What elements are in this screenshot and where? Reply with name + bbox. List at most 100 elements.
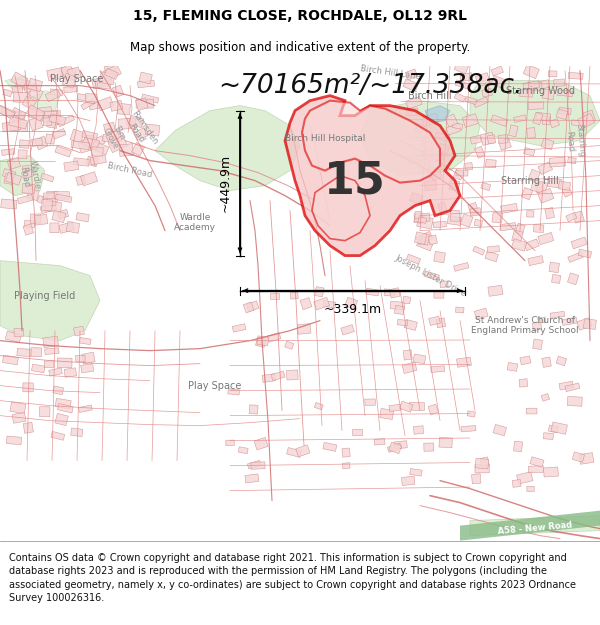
- Bar: [374, 439, 385, 445]
- Bar: [415, 212, 422, 219]
- Bar: [410, 469, 422, 476]
- Bar: [58, 209, 68, 219]
- Bar: [23, 422, 34, 433]
- Bar: [578, 113, 595, 129]
- Bar: [424, 181, 437, 191]
- Bar: [424, 443, 434, 451]
- Bar: [551, 422, 568, 434]
- Bar: [245, 474, 259, 483]
- Bar: [66, 221, 80, 233]
- Bar: [452, 122, 463, 129]
- Bar: [528, 256, 544, 266]
- Bar: [108, 136, 128, 152]
- Bar: [127, 118, 136, 126]
- Bar: [40, 407, 50, 417]
- Bar: [415, 232, 427, 244]
- Bar: [76, 213, 89, 222]
- Bar: [12, 412, 26, 423]
- Bar: [416, 239, 433, 251]
- Bar: [2, 121, 21, 132]
- Bar: [73, 158, 89, 166]
- Bar: [410, 192, 423, 204]
- Bar: [475, 72, 490, 87]
- Bar: [4, 174, 14, 184]
- Polygon shape: [0, 156, 45, 196]
- Bar: [256, 337, 266, 348]
- Bar: [2, 355, 19, 365]
- Bar: [512, 230, 523, 242]
- Bar: [43, 111, 61, 123]
- Bar: [104, 65, 117, 77]
- Bar: [254, 438, 268, 450]
- Bar: [22, 166, 32, 172]
- Bar: [568, 158, 576, 164]
- Bar: [99, 72, 115, 85]
- Bar: [44, 348, 59, 354]
- Bar: [102, 134, 115, 142]
- Bar: [524, 239, 539, 251]
- Bar: [257, 336, 269, 346]
- Text: Wardle
Academy: Wardle Academy: [174, 213, 216, 232]
- Bar: [527, 127, 536, 138]
- Bar: [31, 348, 42, 357]
- Polygon shape: [470, 81, 600, 146]
- Text: Starring Hill: Starring Hill: [501, 176, 559, 186]
- Polygon shape: [360, 101, 480, 176]
- Bar: [573, 211, 584, 223]
- Bar: [267, 332, 281, 342]
- Bar: [52, 129, 66, 139]
- Bar: [485, 251, 499, 262]
- Bar: [41, 173, 54, 182]
- Bar: [433, 221, 446, 228]
- Bar: [26, 105, 45, 121]
- Bar: [578, 249, 592, 258]
- Bar: [456, 170, 468, 176]
- Bar: [61, 64, 75, 79]
- Bar: [427, 167, 436, 179]
- Bar: [49, 114, 66, 125]
- Bar: [8, 117, 28, 129]
- Bar: [28, 109, 44, 121]
- Bar: [64, 368, 77, 378]
- Bar: [345, 298, 358, 309]
- Bar: [521, 188, 533, 200]
- Bar: [491, 76, 506, 89]
- Bar: [232, 324, 246, 332]
- Text: 15, FLEMING CLOSE, ROCHDALE, OL12 9RL: 15, FLEMING CLOSE, ROCHDALE, OL12 9RL: [133, 9, 467, 23]
- Bar: [420, 159, 430, 169]
- Bar: [451, 211, 460, 221]
- Bar: [142, 94, 159, 103]
- Bar: [487, 246, 500, 253]
- Bar: [559, 381, 574, 390]
- Bar: [436, 318, 446, 328]
- Bar: [407, 108, 418, 116]
- Bar: [544, 467, 559, 477]
- Bar: [530, 179, 548, 194]
- Bar: [58, 115, 74, 127]
- Bar: [12, 86, 23, 93]
- Bar: [475, 464, 489, 473]
- Bar: [571, 237, 587, 249]
- Bar: [438, 144, 449, 154]
- Bar: [342, 448, 350, 458]
- Bar: [106, 129, 124, 146]
- Bar: [70, 129, 84, 143]
- Bar: [519, 379, 528, 387]
- Bar: [406, 96, 422, 109]
- Bar: [470, 208, 481, 216]
- Bar: [583, 319, 596, 329]
- Bar: [528, 466, 544, 472]
- Bar: [414, 213, 430, 222]
- Bar: [520, 356, 531, 365]
- Bar: [53, 386, 64, 394]
- Bar: [528, 169, 540, 182]
- Bar: [297, 324, 311, 334]
- Bar: [538, 188, 554, 203]
- Bar: [533, 224, 544, 232]
- Bar: [28, 78, 43, 92]
- Bar: [55, 194, 72, 202]
- Bar: [543, 432, 553, 439]
- Polygon shape: [25, 91, 60, 112]
- Bar: [418, 217, 427, 223]
- Text: Wardle
Road: Wardle Road: [18, 159, 42, 192]
